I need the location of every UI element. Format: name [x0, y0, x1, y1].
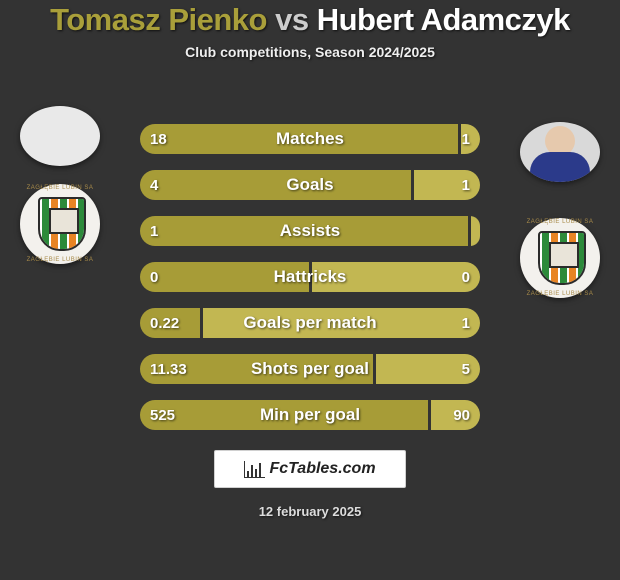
subtitle: Club competitions, Season 2024/2025	[0, 44, 620, 60]
stat-value-right: 1	[462, 308, 470, 338]
page-title: Tomasz Pienko vs Hubert Adamczyk	[0, 2, 620, 38]
stat-value-left: 525	[150, 400, 175, 430]
stat-label: Min per goal	[140, 400, 480, 430]
player1-photo	[20, 106, 100, 166]
club-ring-text: ZAGŁĘBIE LUBIN SA	[520, 291, 600, 297]
stat-value-left: 18	[150, 124, 167, 154]
generation-date: 12 february 2025	[0, 504, 620, 519]
club-ring-text: ZAGŁĘBIE LUBIN SA	[20, 257, 100, 263]
player2-club-badge: ZAGŁĘBIE LUBIN SA ZAGŁĘBIE LUBIN SA	[520, 218, 600, 298]
stat-label: Hattricks	[140, 262, 480, 292]
stat-label: Assists	[140, 216, 480, 246]
club-ring-text: ZAGŁĘBIE LUBIN SA	[20, 185, 100, 191]
player1-name: Tomasz Pienko	[50, 2, 267, 37]
site-name: FcTables.com	[269, 460, 375, 478]
stat-bar: Shots per goal11.33 5	[140, 354, 480, 384]
stat-bar: Goals per match0.22 1	[140, 308, 480, 338]
versus-label: vs	[275, 2, 308, 37]
stat-value-right: 90	[453, 400, 470, 430]
stat-bar: Matches18 1	[140, 124, 480, 154]
stat-bar: Min per goal525 90	[140, 400, 480, 430]
stat-bar: Goals4 1	[140, 170, 480, 200]
stat-label: Goals	[140, 170, 480, 200]
stat-value-left: 4	[150, 170, 158, 200]
stat-value-left: 11.33	[150, 354, 187, 384]
player1-club-badge: ZAGŁĘBIE LUBIN SA ZAGŁĘBIE LUBIN SA	[20, 184, 100, 264]
comparison-card: Tomasz Pienko vs Hubert Adamczyk Club co…	[0, 2, 620, 580]
barchart-icon	[244, 461, 265, 478]
avatar-body	[530, 152, 590, 182]
stat-label: Matches	[140, 124, 480, 154]
site-watermark: FcTables.com	[214, 450, 406, 488]
club-ring-text: ZAGŁĘBIE LUBIN SA	[520, 219, 600, 225]
club-shield-icon	[538, 231, 582, 285]
stat-bar: Hattricks0 0	[140, 262, 480, 292]
stat-bars: Matches181Goals41Assists1Hattricks00Goal…	[140, 124, 480, 446]
stat-bar: Assists1	[140, 216, 480, 246]
stat-label: Shots per goal	[140, 354, 480, 384]
stat-value-left: 0.22	[150, 308, 179, 338]
stat-label: Goals per match	[140, 308, 480, 338]
stat-value-left: 1	[150, 216, 158, 246]
stat-value-right: 1	[462, 124, 470, 154]
player2-name: Hubert Adamczyk	[317, 2, 570, 37]
stat-value-left: 0	[150, 262, 158, 292]
stat-value-right: 5	[462, 354, 470, 384]
player2-photo	[520, 122, 600, 182]
club-shield-icon	[38, 197, 82, 251]
stat-value-right: 0	[462, 262, 470, 292]
stat-value-right: 1	[462, 170, 470, 200]
